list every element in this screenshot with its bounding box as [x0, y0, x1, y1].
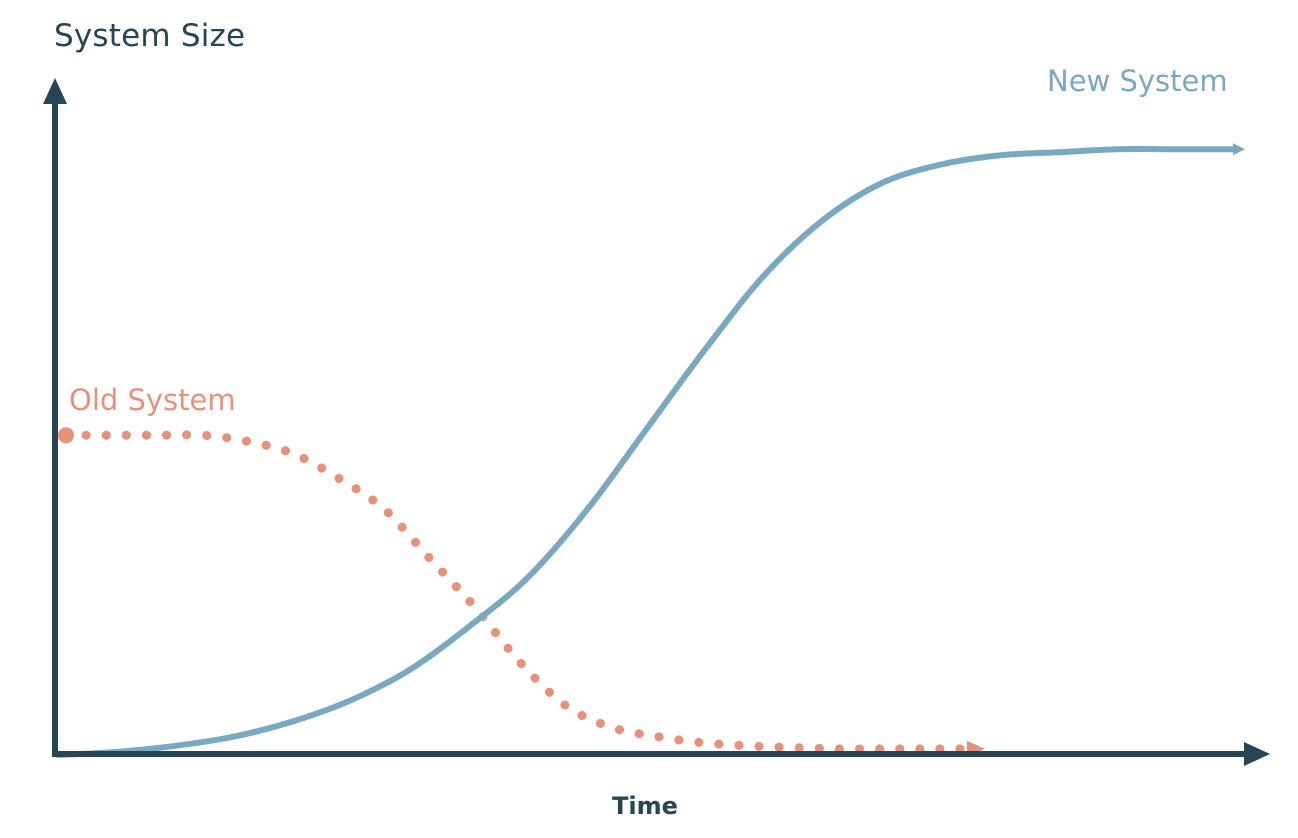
y-axis-arrow	[43, 78, 67, 104]
new-system-line	[55, 145, 1238, 758]
new-system-arrow	[1233, 143, 1245, 156]
old-system-start-point	[58, 427, 74, 444]
old-system-line	[61, 430, 980, 754]
x-axis-label: Time	[612, 792, 678, 820]
x-axis-arrow	[1244, 742, 1270, 766]
new-system-label: New System	[1047, 64, 1228, 98]
old-system-label: Old System	[69, 383, 236, 417]
y-axis-label: System Size	[54, 18, 246, 54]
